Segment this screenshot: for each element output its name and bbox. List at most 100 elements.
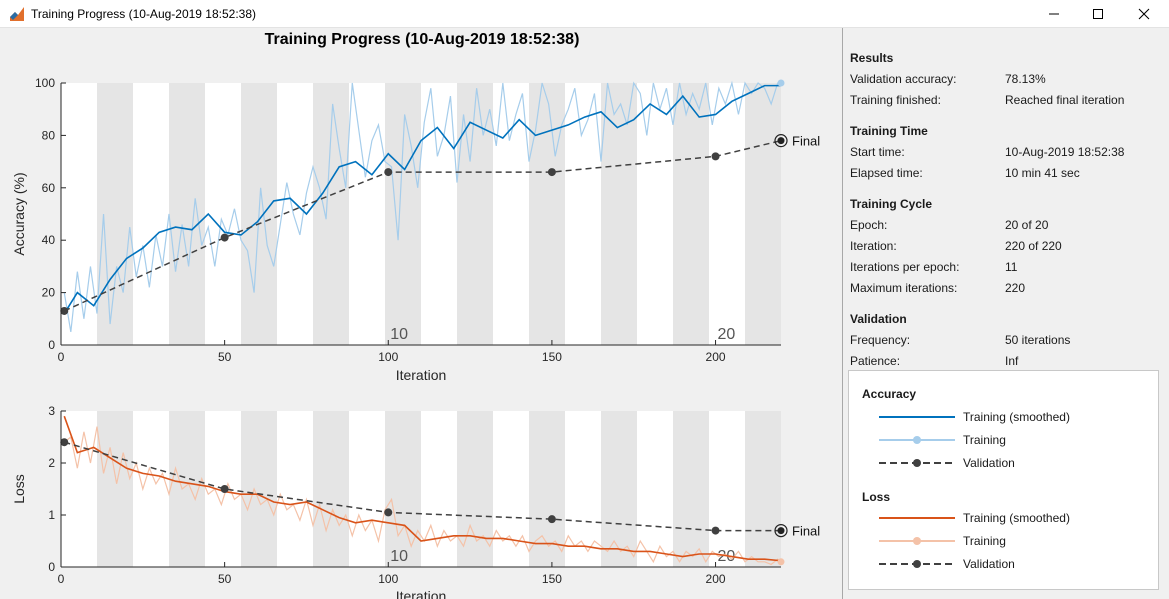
minimize-icon xyxy=(1049,13,1059,15)
validation-point xyxy=(711,526,720,535)
epoch-band xyxy=(529,83,565,345)
info-row: Iteration: 220 of 220 xyxy=(850,236,1160,257)
legend-line-icon xyxy=(879,537,955,545)
matlab-icon xyxy=(9,6,25,22)
info-row: Elapsed time: 10 min 41 sec xyxy=(850,163,1160,184)
plot-title: Training Progress (10-Aug-2019 18:52:38) xyxy=(264,31,580,48)
final-marker-dot xyxy=(777,137,785,145)
window-titlebar[interactable]: Training Progress (10-Aug-2019 18:52:38) xyxy=(0,0,1169,28)
maximize-icon xyxy=(1093,9,1103,19)
info-value: 20 of 20 xyxy=(1005,218,1049,232)
validation-point xyxy=(711,152,720,161)
final-label: Final xyxy=(792,134,820,149)
info-value: 11 xyxy=(1005,260,1018,274)
info-label: Epoch: xyxy=(850,218,888,232)
info-value: 10 min 41 sec xyxy=(1005,166,1080,180)
epoch-band xyxy=(313,411,349,567)
info-label: Start time: xyxy=(850,145,905,159)
legend-loss-title: Loss xyxy=(862,490,891,504)
plot-area: Training Progress (10-Aug-2019 18:52:38)… xyxy=(1,28,842,599)
x-tick-label: 0 xyxy=(58,350,65,364)
validation-point xyxy=(547,515,556,524)
validation-point xyxy=(60,438,69,447)
y-tick-label: 0 xyxy=(48,560,55,574)
x-tick-label: 150 xyxy=(542,350,562,364)
epoch-label: 10 xyxy=(390,326,408,343)
info-row: Validation accuracy: 78.13% xyxy=(850,69,1160,90)
close-icon xyxy=(1138,8,1150,20)
info-value: 78.13% xyxy=(1005,72,1046,86)
minimize-button[interactable] xyxy=(1031,0,1077,28)
validation-point xyxy=(60,306,69,315)
epoch-band xyxy=(385,411,421,567)
legend-accuracy-title: Accuracy xyxy=(862,387,917,401)
legend-box: Accuracy Training (smoothed) Training Vali… xyxy=(848,370,1159,590)
epoch-label: 20 xyxy=(718,326,736,343)
legend-line-icon xyxy=(879,459,955,467)
legend-item: Validation xyxy=(879,556,1149,572)
y-tick-label: 3 xyxy=(48,404,55,418)
x-axis-label: Iteration xyxy=(396,588,447,599)
info-label: Patience: xyxy=(850,354,901,368)
validation-point xyxy=(384,168,393,177)
info-row: Training finished: Reached final iteratio… xyxy=(850,90,1160,111)
x-tick-label: 50 xyxy=(218,350,232,364)
legend-label: Training (smoothed) xyxy=(963,511,1070,525)
info-row: Epoch: 20 of 20 xyxy=(850,215,1160,236)
close-button[interactable] xyxy=(1121,0,1167,28)
info-label: Training finished: xyxy=(850,93,941,107)
info-label: Elapsed time: xyxy=(850,166,923,180)
legend-line-icon xyxy=(879,517,955,519)
x-tick-label: 200 xyxy=(706,350,726,364)
training-smoothed-line xyxy=(63,415,782,562)
x-tick-label: 200 xyxy=(706,572,726,586)
info-label: Iterations per epoch: xyxy=(850,260,960,274)
maximize-button[interactable] xyxy=(1075,0,1121,28)
info-value: Reached final iteration xyxy=(1005,93,1125,107)
y-tick-label: 0 xyxy=(48,338,55,352)
legend-label: Validation xyxy=(963,456,1015,470)
info-value: 50 iterations xyxy=(1005,333,1071,347)
validation-point xyxy=(384,508,393,517)
x-tick-label: 150 xyxy=(542,572,562,586)
validation-point xyxy=(220,233,229,242)
section-title: Training Cycle xyxy=(850,197,933,211)
legend-item: Training xyxy=(879,432,1149,448)
legend-item: Validation xyxy=(879,455,1149,471)
window-title: Training Progress (10-Aug-2019 18:52:38) xyxy=(31,7,257,21)
panel-divider[interactable] xyxy=(842,28,843,599)
legend-line-icon xyxy=(879,436,955,444)
x-tick-label: 50 xyxy=(218,572,232,586)
legend-item: Training (smoothed) xyxy=(879,409,1149,425)
info-value: 220 of 220 xyxy=(1005,239,1062,253)
x-tick-label: 100 xyxy=(378,350,398,364)
x-tick-label: 100 xyxy=(378,572,398,586)
info-label: Iteration: xyxy=(850,239,897,253)
final-marker-dot xyxy=(777,527,785,535)
y-tick-label: 100 xyxy=(35,76,55,90)
training-last-point xyxy=(777,79,785,87)
section-title: Results xyxy=(850,51,894,65)
legend-label: Training xyxy=(963,433,1006,447)
info-row: Frequency: 50 iterations xyxy=(850,330,1160,351)
final-marker-ring xyxy=(774,524,788,538)
epoch-band xyxy=(169,411,205,567)
epoch-band xyxy=(745,83,781,345)
info-row: Iterations per epoch: 11 xyxy=(850,257,1160,278)
info-label: Validation accuracy: xyxy=(850,72,957,86)
info-label: Maximum iterations: xyxy=(850,281,958,295)
epoch-band xyxy=(601,411,637,567)
epoch-band xyxy=(745,411,781,567)
y-tick-label: 80 xyxy=(42,128,56,142)
info-value: Inf xyxy=(1005,354,1019,368)
validation-line xyxy=(63,139,782,312)
epoch-band xyxy=(457,83,493,345)
epoch-band xyxy=(673,83,709,345)
info-label: Frequency: xyxy=(850,333,911,347)
info-row: Start time: 10-Aug-2019 18:52:38 xyxy=(850,142,1160,163)
final-marker-ring xyxy=(774,134,788,148)
info-row: Maximum iterations: 220 xyxy=(850,278,1160,299)
epoch-band xyxy=(673,411,709,567)
validation-line xyxy=(64,441,781,532)
